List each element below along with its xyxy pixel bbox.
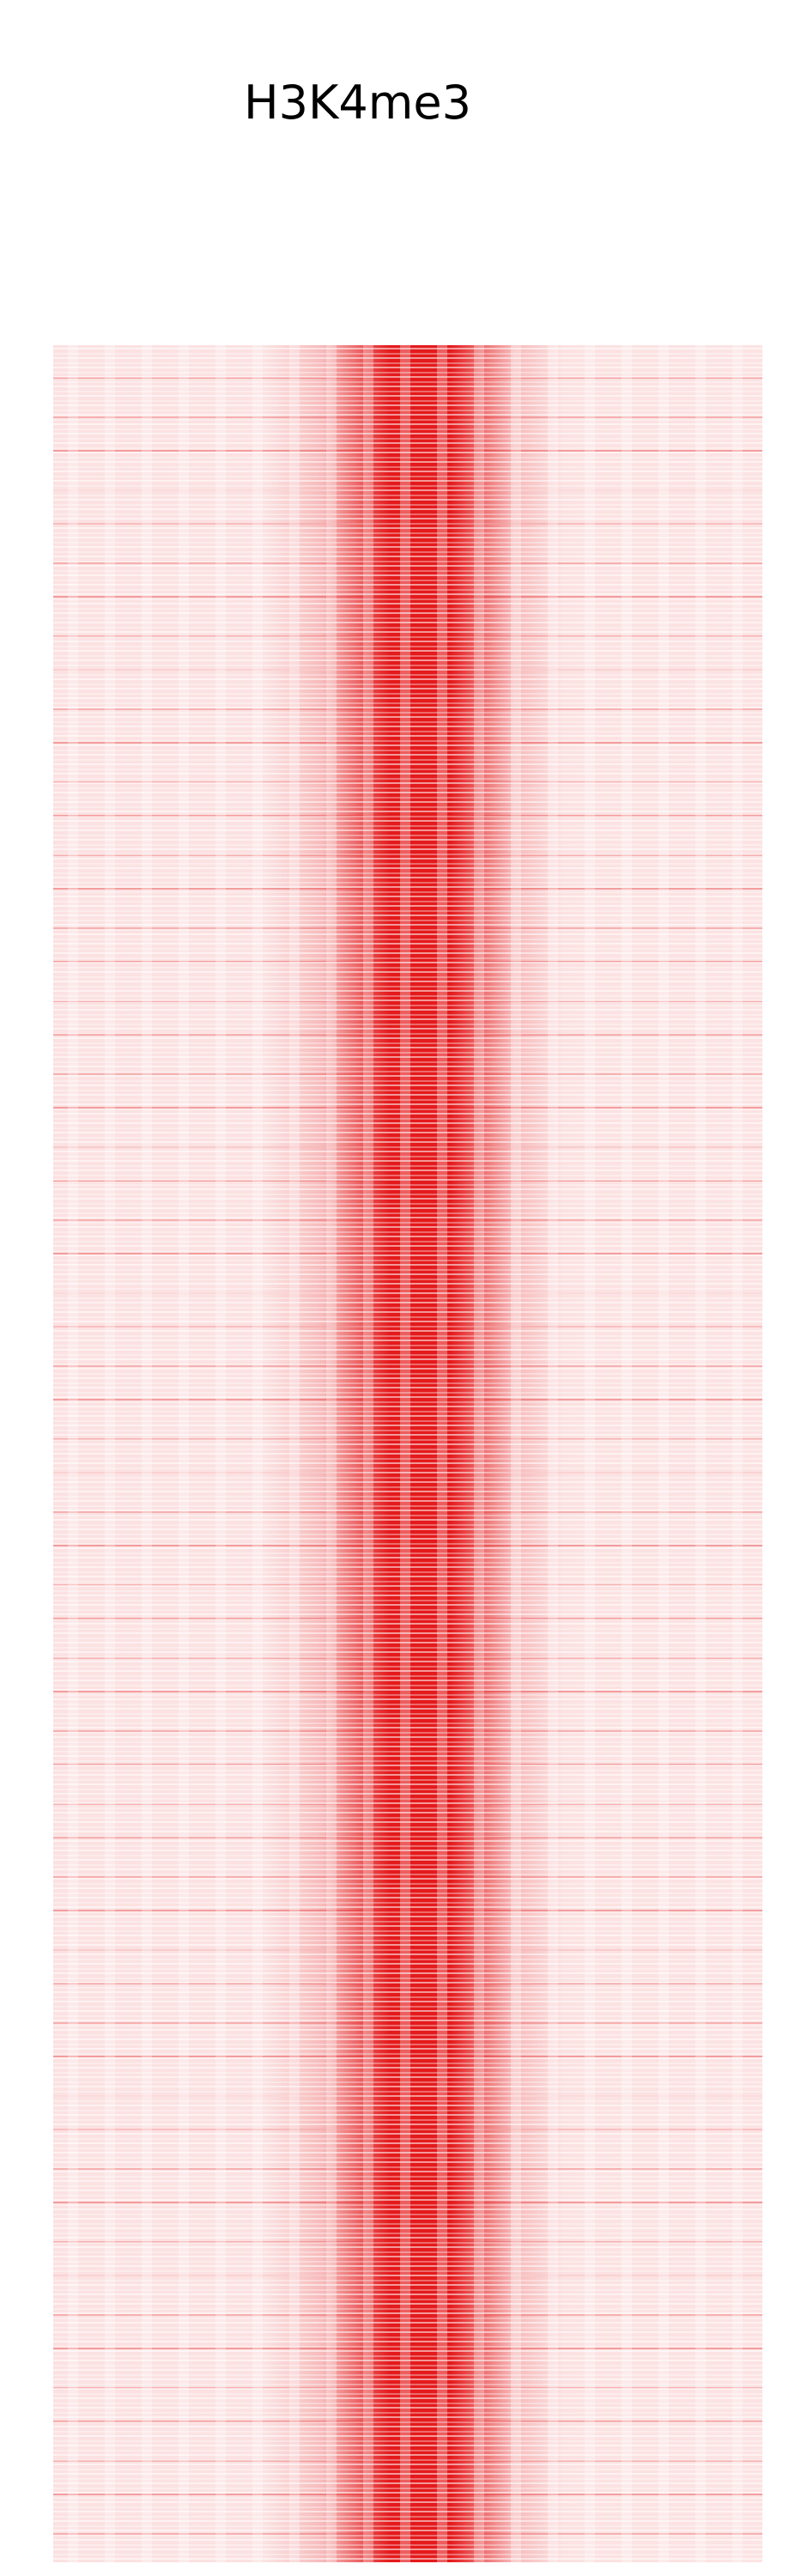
heatmap (53, 345, 762, 2562)
heatmap-texture (53, 345, 762, 2562)
chart-title: H3K4me3 (244, 76, 471, 130)
